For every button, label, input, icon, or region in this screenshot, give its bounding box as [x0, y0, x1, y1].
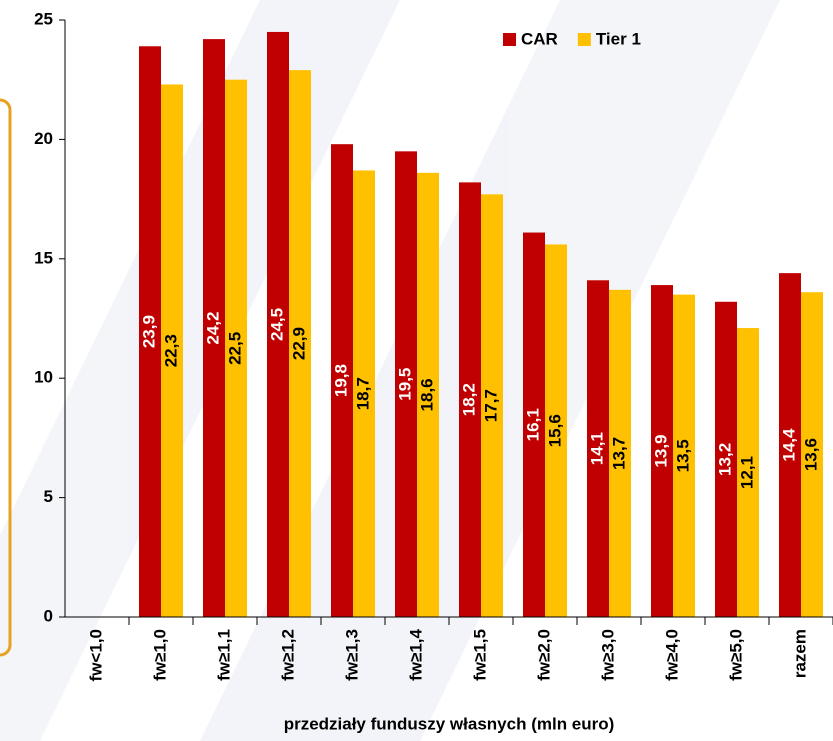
y-tick-label: 0 [44, 606, 53, 625]
bar [545, 244, 567, 618]
y-tick-label: 5 [44, 487, 53, 506]
x-axis-title: przedziały funduszy własnych (mln euro) [284, 714, 615, 733]
value-label: 22,5 [225, 332, 244, 365]
frame-accent [0, 98, 12, 657]
bar [417, 172, 439, 617]
bar [523, 232, 545, 618]
bar [203, 39, 225, 617]
legend-swatch [503, 33, 516, 46]
value-label: 23,9 [139, 315, 158, 348]
bar [587, 280, 609, 617]
bar [161, 84, 183, 617]
value-label: 19,8 [331, 364, 350, 397]
x-tick-label: fw≥1,3 [342, 629, 361, 681]
value-label: 22,9 [289, 327, 308, 360]
x-tick-label: razem [790, 629, 809, 678]
bar [673, 294, 695, 617]
bar [139, 46, 161, 617]
x-tick-label: fw≥1,5 [470, 629, 489, 681]
y-tick-label: 25 [34, 9, 53, 28]
bar [779, 273, 801, 617]
legend-swatch [577, 33, 591, 46]
bar [289, 70, 311, 617]
bar [395, 151, 417, 617]
x-tick-label: fw<1,0 [86, 629, 105, 681]
value-label: 18,6 [417, 378, 436, 411]
value-label: 24,2 [203, 312, 222, 345]
bar [267, 31, 289, 617]
bar [331, 144, 353, 617]
x-tick-label: fw≥4,0 [662, 629, 681, 681]
bar [715, 301, 737, 617]
x-tick-label: fw≥1,2 [278, 629, 297, 681]
bar [225, 79, 247, 617]
value-label: 16,1 [523, 408, 542, 441]
x-tick-label: fw≥1,0 [150, 629, 169, 681]
bar [459, 182, 481, 617]
legend-label: CAR [521, 29, 558, 48]
bar [737, 328, 759, 617]
x-tick-label: fw≥5,0 [726, 629, 745, 681]
x-tick-label: fw≥3,0 [598, 629, 617, 681]
bar [481, 194, 503, 617]
value-label: 14,4 [779, 428, 798, 462]
y-tick-label: 20 [34, 129, 53, 148]
value-label: 19,5 [395, 368, 414, 401]
bar [651, 285, 673, 617]
x-tick-label: fw≥1,4 [406, 628, 425, 680]
value-label: 17,7 [481, 389, 500, 422]
value-label: 15,6 [545, 414, 564, 447]
y-tick-label: 10 [34, 368, 53, 387]
value-label: 18,7 [353, 377, 372, 410]
value-label: 18,2 [459, 383, 478, 416]
bar [609, 289, 631, 617]
value-label: 13,9 [651, 434, 670, 467]
bar [353, 170, 375, 617]
value-label: 13,2 [715, 443, 734, 476]
value-label: 13,5 [673, 439, 692, 472]
value-label: 12,1 [737, 456, 756, 489]
value-label: 14,1 [587, 432, 606, 465]
value-label: 22,3 [161, 334, 180, 367]
bar [801, 292, 823, 617]
value-label: 13,6 [801, 438, 820, 471]
legend-label: Tier 1 [596, 29, 641, 48]
x-tick-label: fw≥1,1 [214, 629, 233, 681]
value-label: 24,5 [267, 308, 286, 341]
value-label: 13,7 [609, 437, 628, 470]
y-tick-label: 15 [34, 248, 53, 267]
x-tick-label: fw≥2,0 [534, 629, 553, 681]
